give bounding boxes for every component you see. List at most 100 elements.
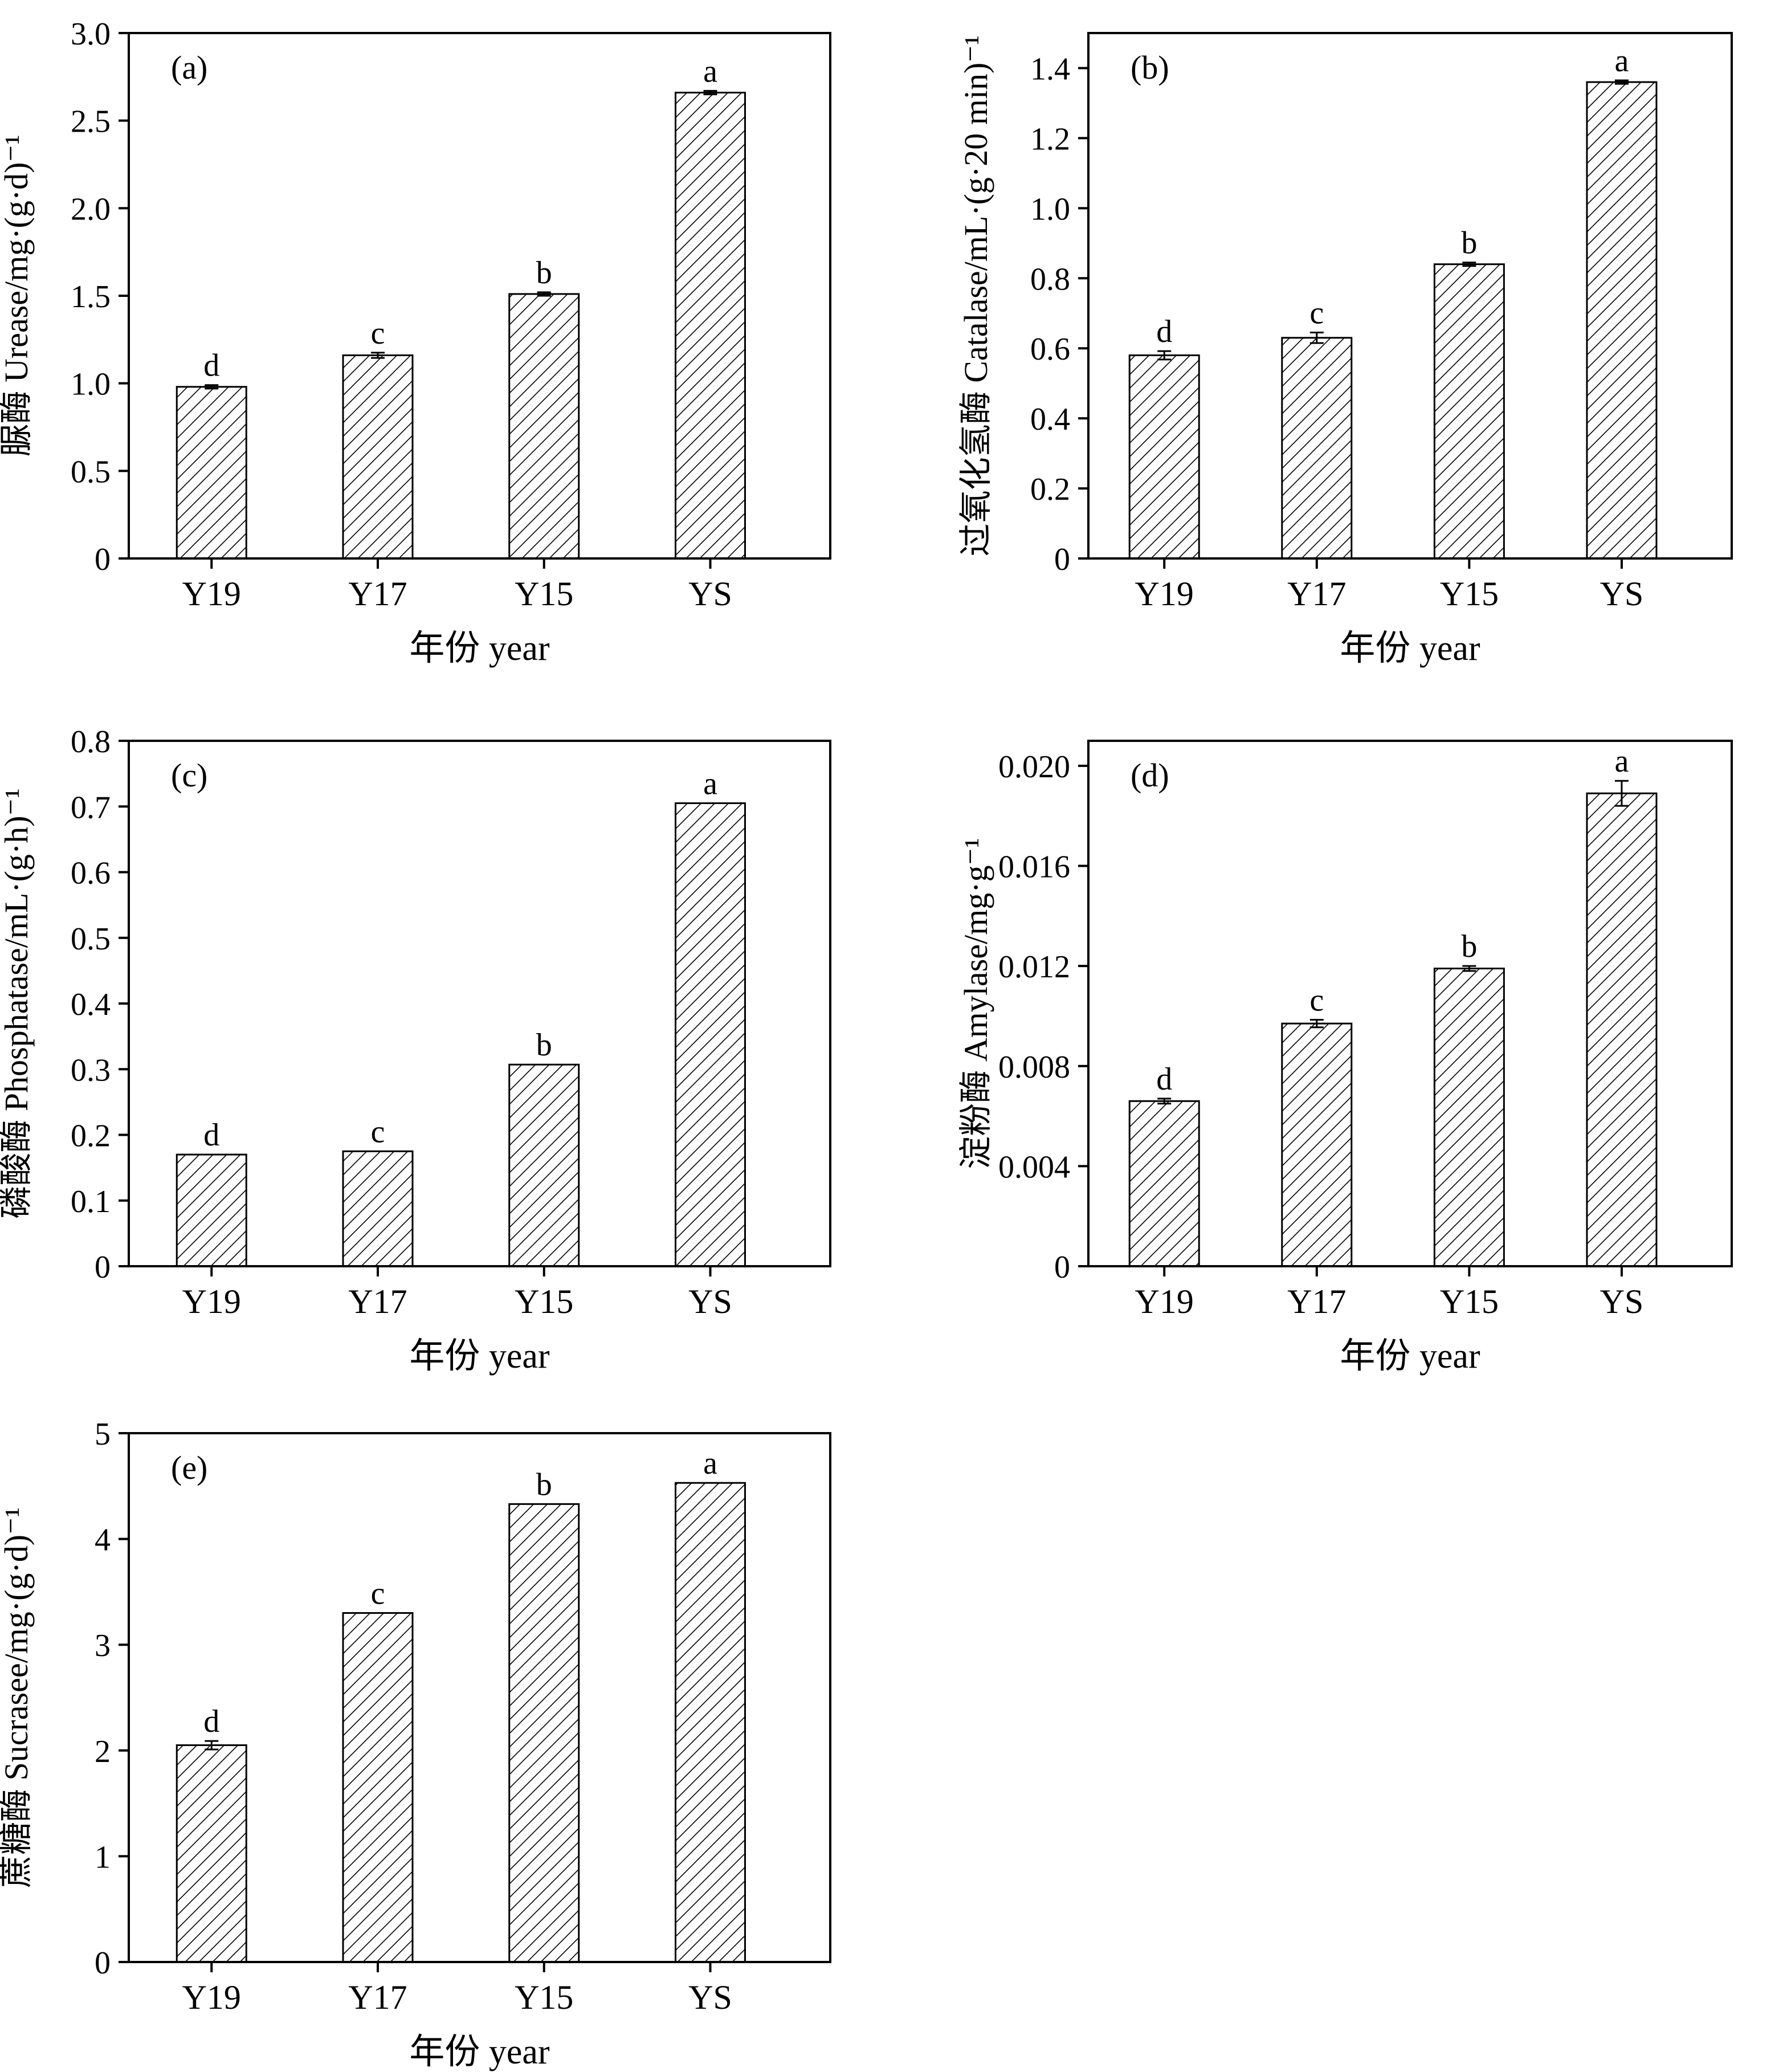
y-tick-label: 0.5 — [71, 921, 111, 957]
y-tick-label: 0.7 — [71, 790, 111, 825]
y-tick-label: 1.2 — [1030, 121, 1070, 157]
bar — [1586, 81, 1658, 560]
x-tick-label: Y15 — [515, 1283, 573, 1320]
bar — [1433, 263, 1505, 560]
bar — [1128, 354, 1200, 560]
significance-label: d — [1156, 1062, 1172, 1097]
x-tick-label: Y17 — [348, 575, 407, 613]
y-axis-title: 过氧化氢酶 Catalase/mL·(g·20 min)⁻¹ — [957, 35, 994, 557]
y-tick-label: 0.020 — [998, 749, 1070, 785]
bar — [508, 293, 580, 560]
y-tick-label: 0.2 — [71, 1119, 111, 1154]
x-tick-label: YS — [688, 1979, 732, 2016]
significance-label: a — [1615, 43, 1629, 79]
y-tick-label: 0.3 — [71, 1053, 111, 1088]
y-tick-label: 0.5 — [71, 454, 111, 490]
x-tick-label: Y15 — [515, 1979, 573, 2016]
significance-label: d — [203, 1117, 219, 1153]
chart-panel-c: 0 0.1 0.2 0.3 0.4 0.5 0.6 0.7 0.8 d Y19 c Y17 b Y15 a YS… — [0, 724, 831, 1376]
y-tick-label: 0.004 — [998, 1149, 1070, 1185]
x-tick-label: Y17 — [348, 1979, 407, 2016]
y-tick-label: 1 — [95, 1839, 111, 1875]
x-axis-title: 年份 year — [409, 629, 550, 668]
significance-label: c — [1309, 983, 1324, 1018]
y-tick-label: 0 — [95, 542, 111, 577]
y-tick-label: 0 — [95, 1945, 111, 1981]
bar — [342, 1150, 414, 1267]
panel-label: (e) — [171, 1449, 207, 1486]
y-tick-label: 0.2 — [1030, 472, 1070, 507]
x-tick-label: YS — [688, 575, 732, 613]
x-tick-label: Y17 — [348, 1283, 407, 1320]
chart-panel-d: 0 0.004 0.008 0.012 0.016 0.020 d Y19 c Y17 b Y15 a Y… — [957, 740, 1733, 1376]
x-axis-title: 年份 year — [409, 2033, 550, 2071]
bar — [176, 1744, 247, 1963]
bar — [176, 386, 247, 560]
y-tick-label: 0.6 — [1030, 332, 1070, 367]
y-tick-label: 0.6 — [71, 856, 111, 891]
x-tick-label: Y17 — [1287, 1283, 1346, 1320]
y-tick-label: 0.1 — [71, 1184, 111, 1219]
significance-label: c — [371, 1114, 385, 1149]
plot-frame — [1087, 740, 1733, 1267]
x-tick-label: YS — [1600, 1283, 1644, 1320]
x-tick-label: Y19 — [182, 1283, 241, 1320]
significance-label: b — [536, 255, 552, 291]
y-tick-label: 2 — [95, 1734, 111, 1769]
x-tick-label: Y15 — [1440, 575, 1499, 613]
y-tick-label: 0.008 — [998, 1050, 1070, 1085]
plot-frame — [1087, 32, 1733, 560]
y-tick-label: 0 — [1054, 1250, 1070, 1285]
y-tick-label: 0 — [95, 1250, 111, 1285]
x-tick-label: Y19 — [1135, 1283, 1194, 1320]
significance-label: b — [536, 1027, 552, 1063]
x-tick-label: Y19 — [182, 575, 241, 613]
bar — [342, 1612, 414, 1963]
bar — [674, 1482, 746, 1963]
y-tick-label: 1.0 — [1030, 191, 1070, 227]
bar — [1586, 792, 1658, 1267]
panel-label: (c) — [171, 757, 207, 794]
chart-panel-b: 0 0.2 0.4 0.6 0.8 1.0 1.2 1.4 d Y19 c Y17 b Y15 a YS (b)… — [957, 32, 1733, 668]
significance-label: c — [1309, 296, 1324, 331]
y-axis-title: 蔗糖酶 Sucrasee/mg·(g·d)⁻¹ — [0, 1507, 35, 1888]
y-tick-label: 0.8 — [1030, 262, 1070, 297]
x-tick-label: YS — [688, 1283, 732, 1320]
y-tick-label: 1.4 — [1030, 51, 1070, 87]
significance-label: b — [1461, 226, 1477, 261]
plot-frame — [128, 1432, 831, 1963]
significance-label: a — [1615, 744, 1629, 779]
significance-label: a — [703, 766, 717, 801]
y-tick-label: 4 — [95, 1523, 111, 1558]
x-tick-label: Y15 — [1440, 1283, 1499, 1320]
significance-label: a — [703, 54, 717, 89]
y-tick-label: 0 — [1054, 542, 1070, 577]
significance-label: b — [536, 1467, 552, 1502]
y-tick-label: 0.012 — [998, 949, 1070, 985]
bar — [1128, 1100, 1200, 1267]
y-tick-label: 2.0 — [71, 191, 111, 227]
bar — [674, 91, 746, 560]
significance-label: c — [371, 316, 385, 351]
y-axis-title: 脲酶 Urease/mg·(g·d)⁻¹ — [0, 135, 35, 457]
y-tick-label: 5 — [95, 1417, 111, 1452]
x-tick-label: Y19 — [182, 1979, 241, 2016]
x-tick-label: Y19 — [1135, 575, 1194, 613]
significance-label: d — [1156, 314, 1172, 349]
bar — [176, 1153, 247, 1267]
chart-panel-a: 0 0.5 1.0 1.5 2.0 2.5 3.0 d Y19 c Y17 b Y15 a YS (a) 年份 … — [0, 17, 831, 668]
y-tick-label: 0.4 — [1030, 402, 1070, 437]
significance-label: c — [371, 1576, 385, 1612]
significance-label: d — [203, 1704, 219, 1739]
y-tick-label: 2.5 — [71, 104, 111, 140]
x-axis-title: 年份 year — [409, 1337, 550, 1376]
y-tick-label: 0.8 — [71, 724, 111, 760]
panel-label: (a) — [171, 49, 207, 86]
x-tick-label: Y15 — [515, 575, 573, 613]
bar — [508, 1063, 580, 1267]
y-tick-label: 0.4 — [71, 987, 111, 1022]
x-axis-title: 年份 year — [1340, 1337, 1480, 1376]
y-tick-label: 0.016 — [998, 850, 1070, 885]
significance-label: a — [703, 1446, 717, 1481]
